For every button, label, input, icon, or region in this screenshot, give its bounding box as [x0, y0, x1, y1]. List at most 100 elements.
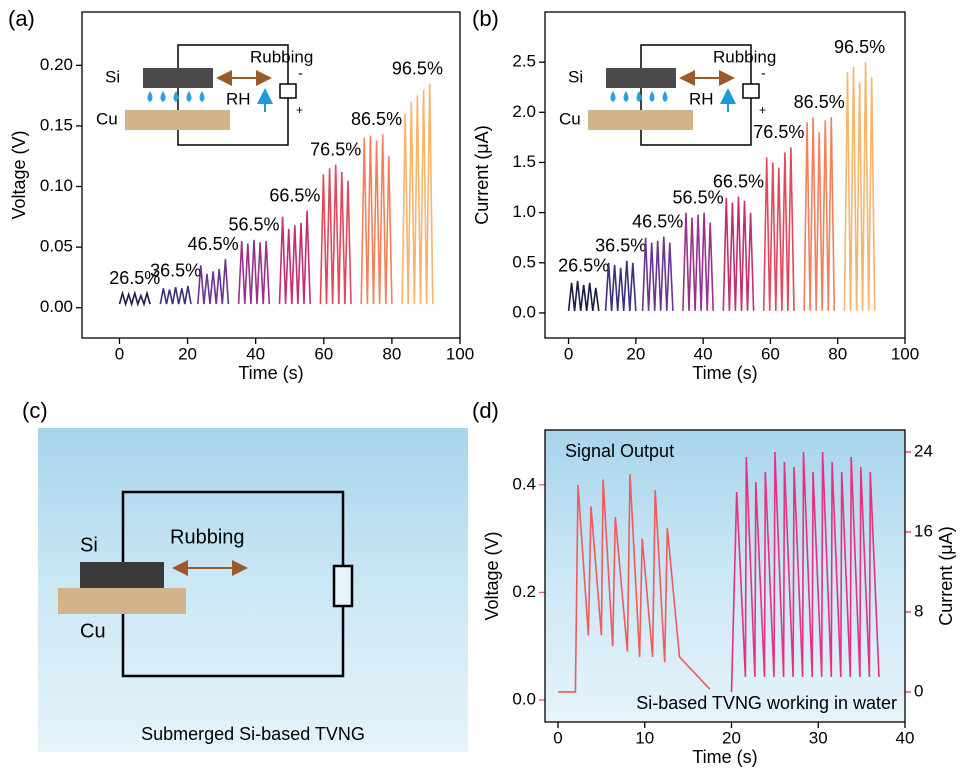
- signal-line: [843, 62, 876, 311]
- x-tick-label: 20: [626, 344, 645, 363]
- inset-battery: [742, 83, 760, 99]
- panel-label: (d): [472, 398, 499, 423]
- signal-line: [722, 196, 755, 311]
- plot-frame: [81, 11, 461, 339]
- series-label: 66.5%: [269, 186, 320, 206]
- y-axis-label: Current (μA): [472, 125, 492, 224]
- panel-label: (b): [472, 6, 499, 31]
- x-tick-label: 40: [896, 728, 915, 747]
- signal-line: [803, 117, 836, 311]
- signal-line: [604, 260, 637, 311]
- x-tick-label: 30: [809, 728, 828, 747]
- x-tick-label: 40: [246, 344, 265, 363]
- inset-cu: [125, 110, 230, 130]
- inset-cu: [588, 110, 693, 130]
- resistor: [332, 564, 354, 608]
- y-tick-label: 0.15: [40, 115, 73, 134]
- y-axis-label: Voltage (V): [9, 130, 29, 219]
- signal-line: [567, 280, 600, 312]
- inset-label: -: [761, 65, 766, 81]
- signal-line: [762, 147, 795, 311]
- inset-drop: [636, 91, 642, 102]
- inset-label: Rubbing: [713, 47, 776, 66]
- y-tick-label: 0.20: [40, 55, 73, 74]
- signal-line: [319, 164, 352, 305]
- plot-frame: [544, 11, 906, 339]
- x-axis-label: Time (s): [692, 363, 757, 383]
- y2-tick-label: 0: [914, 681, 923, 700]
- y-axis-label: Voltage (V): [482, 531, 502, 620]
- panel-label: (c): [22, 398, 48, 423]
- rubbing-label: Rubbing: [170, 526, 245, 548]
- inset-drop: [649, 91, 655, 102]
- series-label: 76.5%: [753, 122, 804, 142]
- caption: Submerged Si-based TVNG: [141, 724, 365, 744]
- inset-label: +: [759, 103, 766, 117]
- x-tick-label: 80: [828, 344, 847, 363]
- series-label: 76.5%: [310, 139, 361, 159]
- chart-panel: (d) 0 10 20 30 40 0.0 0.2 0.4 0 8 16 24 Time (s) Volta…: [472, 398, 956, 767]
- signal-line: [401, 83, 434, 305]
- chart-panel: (a) 0 20 40 60 80 100 0.00 0.05 0.10 0.15 0.20 Time …: [8, 6, 474, 383]
- y-tick-label: 0.0: [512, 302, 536, 321]
- x-tick-label: 60: [314, 344, 333, 363]
- x-tick-label: 0: [553, 728, 562, 747]
- x-tick-label: 10: [635, 728, 654, 747]
- y-tick-label: 1.5: [512, 152, 536, 171]
- series-label: 26.5%: [109, 268, 160, 288]
- series-label: 36.5%: [595, 236, 646, 256]
- inset-drop: [173, 91, 179, 102]
- x-tick-label: 20: [178, 344, 197, 363]
- inset-drop: [610, 91, 616, 102]
- signal-line: [360, 134, 393, 305]
- annotation: Si-based TVNG working in water: [636, 693, 897, 713]
- inset-label: Si: [105, 67, 120, 86]
- y2-tick-label: 8: [914, 601, 923, 620]
- signal-line: [237, 239, 271, 305]
- signal-line: [558, 474, 711, 693]
- chart-panel: (b) 0 20 40 60 80 100 0.0 0.5 1.0 1.5 2.0 2.5 Time (s…: [472, 6, 919, 383]
- x-tick-label: 100: [891, 344, 919, 363]
- y2-axis-label: Current (μA): [936, 526, 956, 625]
- inset-drop: [623, 91, 629, 102]
- x-tick-label: 0: [115, 344, 124, 363]
- panel-c: (c) Si Rubbing Cu Submerged Si-based TVN…: [22, 398, 468, 752]
- x-tick-label: 100: [446, 344, 474, 363]
- x-tick-label: 80: [382, 344, 401, 363]
- cu-block: [58, 588, 186, 614]
- signal-line: [730, 451, 880, 693]
- y-tick-label: 0.2: [512, 582, 536, 601]
- si-label: Si: [80, 534, 98, 556]
- inset-drop: [662, 91, 668, 102]
- y2-tick-label: 24: [914, 441, 933, 460]
- y-tick-label: 1.0: [512, 202, 536, 221]
- inset-label: RH: [226, 89, 251, 108]
- inset-si: [606, 68, 676, 88]
- si-block: [80, 562, 164, 588]
- series-label: 56.5%: [228, 215, 279, 235]
- annotation: Signal Output: [565, 441, 674, 461]
- inset-label: Cu: [559, 109, 581, 128]
- x-axis-label: Time (s): [238, 363, 303, 383]
- series-label: 96.5%: [834, 37, 885, 57]
- series-label: 56.5%: [673, 187, 724, 207]
- signal-line: [197, 259, 230, 305]
- inset-drop: [147, 91, 153, 102]
- y-tick-label: 0.5: [512, 252, 536, 271]
- series-label: 86.5%: [351, 109, 402, 129]
- inset-label: Rubbing: [250, 47, 313, 66]
- series-label: 46.5%: [188, 234, 239, 254]
- inset-label: Si: [568, 67, 583, 86]
- x-tick-label: 60: [761, 344, 780, 363]
- y-tick-label: 0.4: [512, 474, 536, 493]
- y-tick-label: 2.0: [512, 102, 536, 121]
- signal-line: [159, 285, 192, 305]
- y-tick-label: 0.05: [40, 237, 73, 256]
- inset-drop: [199, 91, 205, 102]
- inset-si: [143, 68, 213, 88]
- series-label: 66.5%: [713, 171, 764, 191]
- cu-label: Cu: [80, 620, 106, 642]
- inset-label: RH: [689, 89, 714, 108]
- signal-line: [278, 210, 311, 305]
